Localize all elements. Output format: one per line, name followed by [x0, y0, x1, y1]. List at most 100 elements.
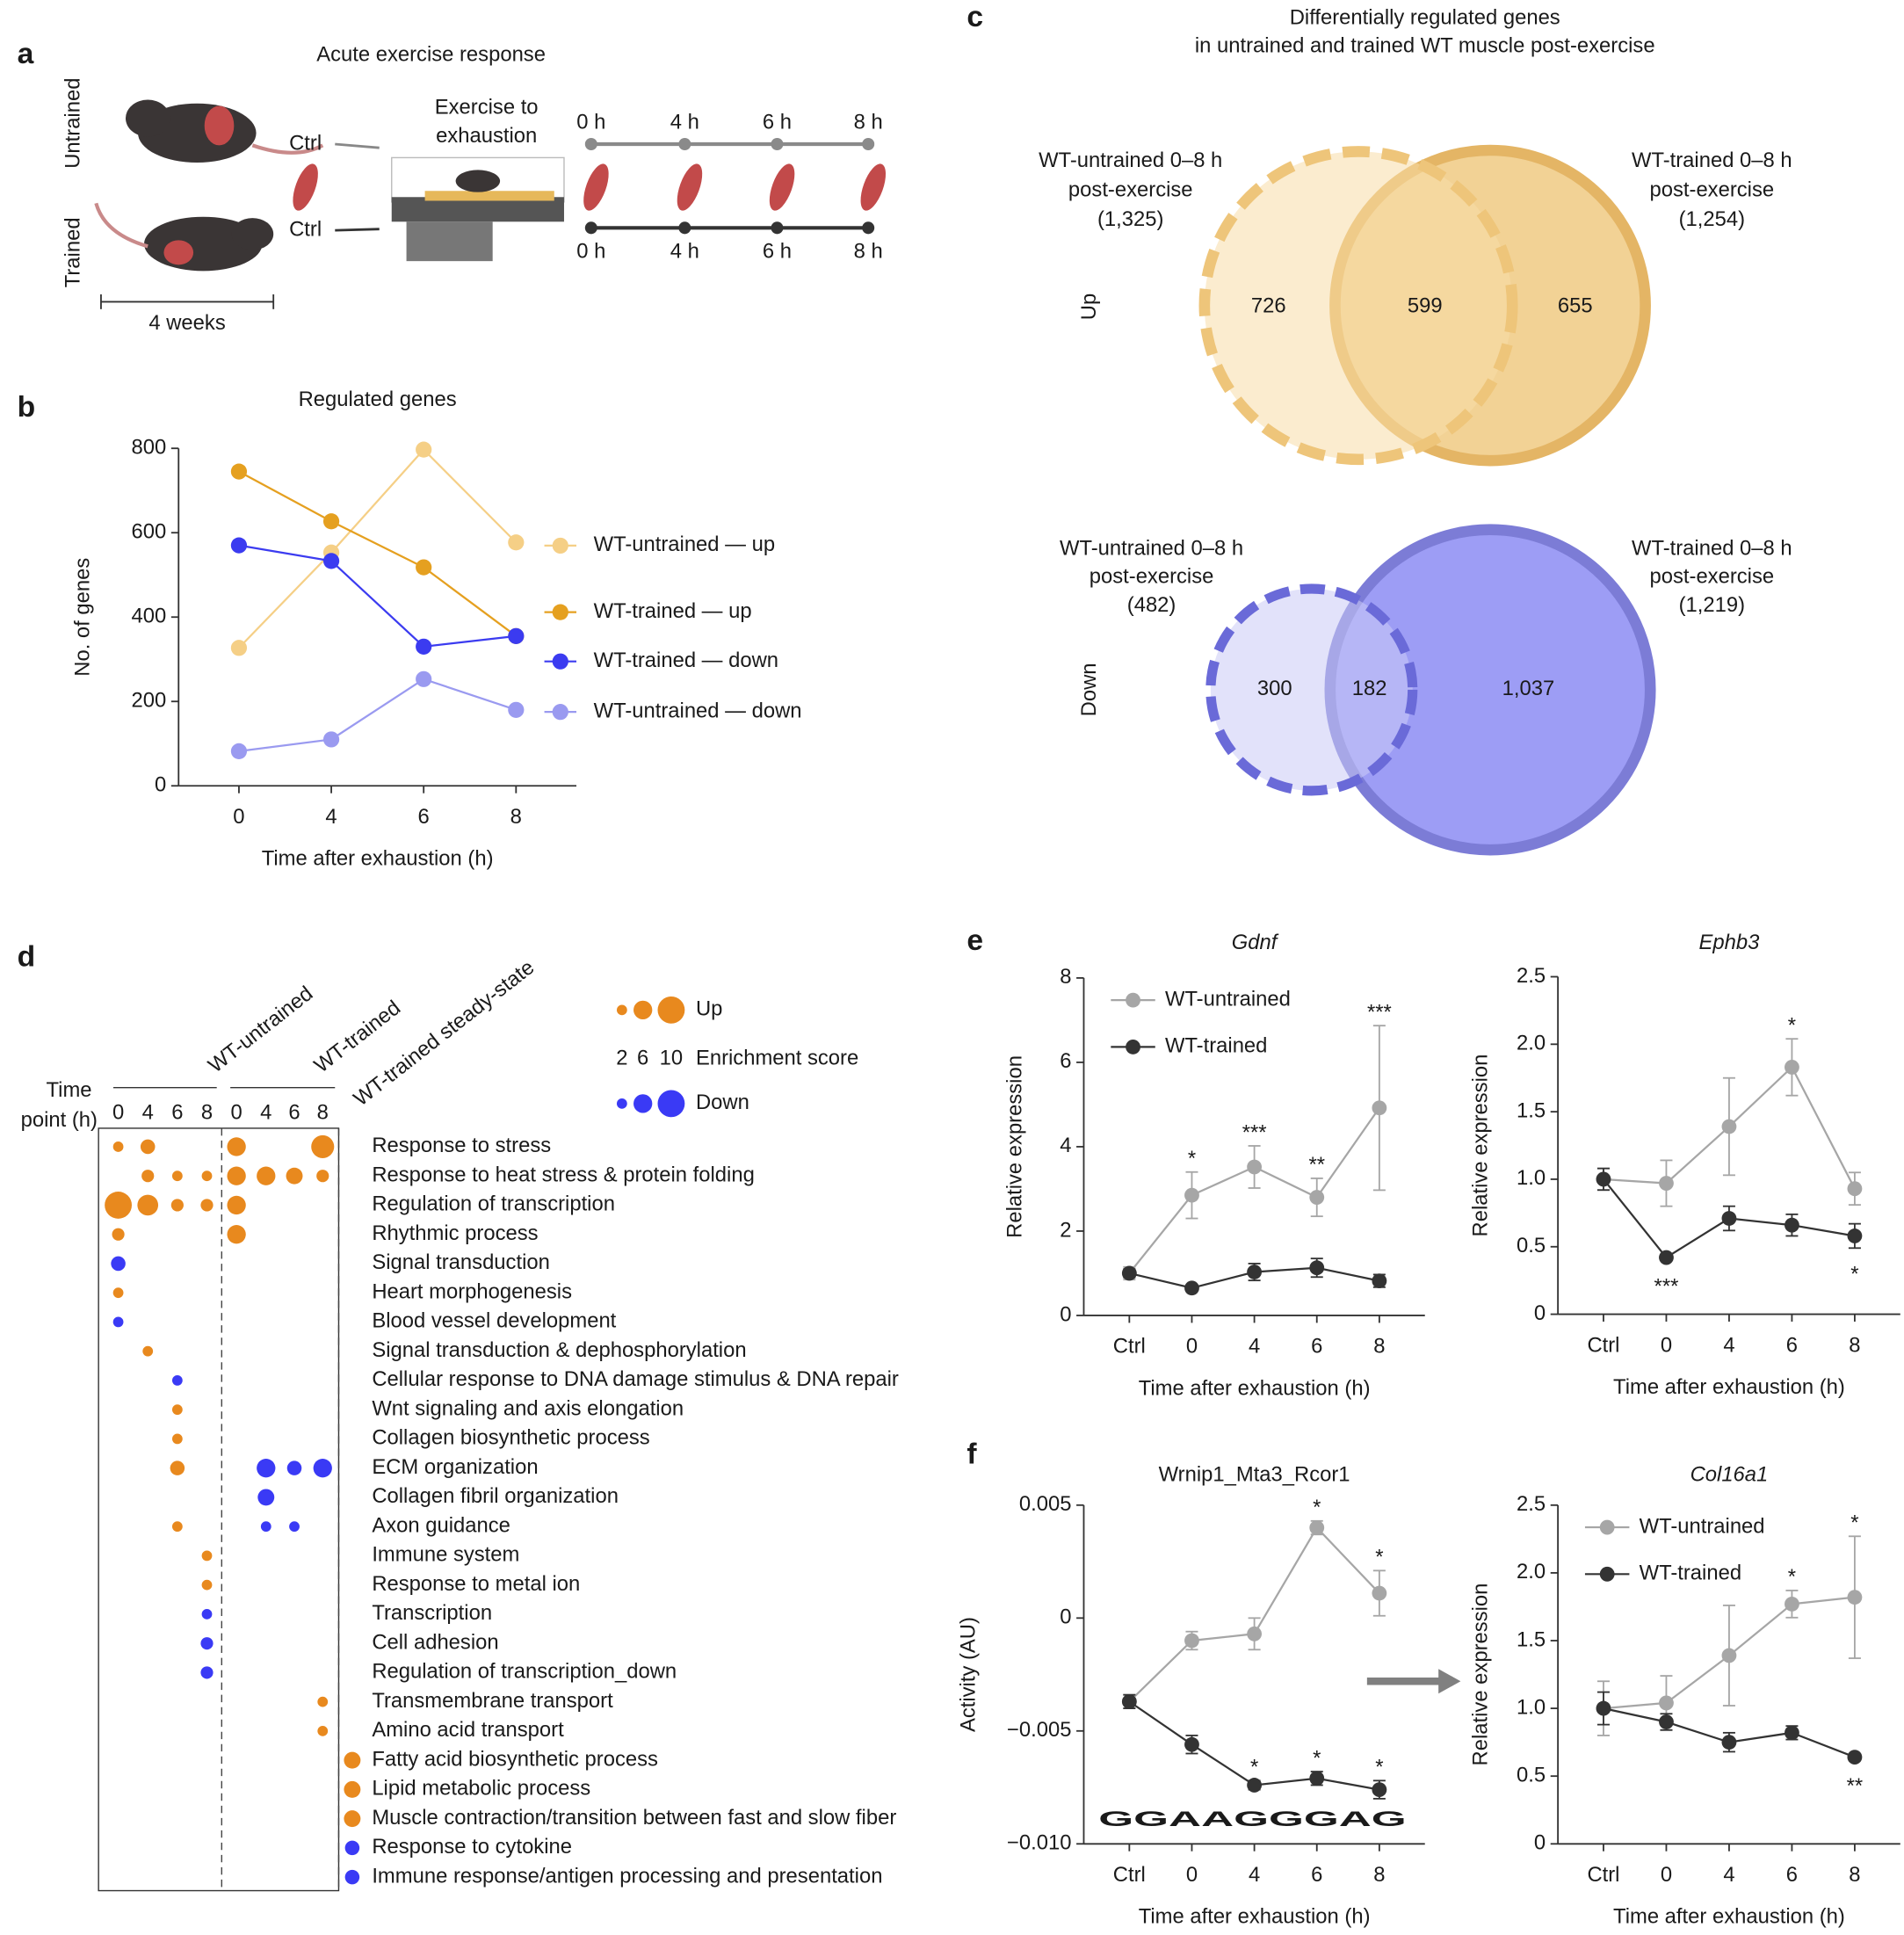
- dot: [171, 1375, 183, 1386]
- arrow: [335, 142, 380, 149]
- point: [1721, 1735, 1737, 1750]
- legend-label: Enrichment score: [696, 1047, 858, 1070]
- point: [1309, 1771, 1325, 1786]
- muscle: [583, 163, 609, 211]
- venn-title: in untrained and trained WT muscle post-…: [1195, 34, 1655, 58]
- venn-title: Differentially regulated genes: [1290, 5, 1560, 29]
- x-tick-label: 0: [1186, 1335, 1198, 1359]
- x-tick-label: Ctrl: [1113, 1335, 1146, 1359]
- term-label: Regulation of transcription: [372, 1192, 615, 1216]
- dot: [171, 1521, 183, 1533]
- motif-logo: GGAAGGGAG: [1098, 1808, 1406, 1831]
- significance: ***: [1654, 1274, 1679, 1298]
- significance: ***: [1367, 1000, 1392, 1024]
- point: [508, 627, 525, 644]
- venn-count: 1,037: [1502, 677, 1555, 700]
- panel-label: c: [966, 1, 983, 33]
- x-tick-label: 6: [1786, 1333, 1798, 1357]
- x-axis-label: Time after exhaustion (h): [262, 847, 494, 871]
- dot: [201, 1609, 213, 1620]
- legend-label: WT-untrained: [1640, 1514, 1765, 1538]
- point: [1659, 1176, 1674, 1191]
- point: [1247, 1265, 1263, 1279]
- legend-dot: [616, 1004, 627, 1016]
- legend-dot: [633, 1094, 653, 1113]
- y-tick-label: 0.005: [1019, 1492, 1072, 1516]
- dot: [227, 1137, 246, 1156]
- y-tick-label: 0: [1060, 1605, 1071, 1629]
- point: [1785, 1217, 1799, 1233]
- y-tick-label: 1.5: [1517, 1627, 1546, 1651]
- dot: [260, 1521, 271, 1533]
- significance: *: [1850, 1262, 1858, 1286]
- x-tick-label: 0: [1186, 1863, 1198, 1887]
- dot: [227, 1225, 246, 1244]
- dot: [227, 1195, 246, 1215]
- y-tick-label: −0.010: [1007, 1831, 1072, 1855]
- point: [1372, 1100, 1387, 1116]
- treadmill-base: [406, 221, 493, 262]
- x-tick-label: 4: [1723, 1863, 1734, 1887]
- dot: [289, 1521, 300, 1533]
- time-label: 4: [142, 1100, 154, 1124]
- x-axis-label: Time after exhaustion (h): [1613, 1375, 1845, 1399]
- dot: [142, 1345, 154, 1357]
- y-tick-label: 6: [1060, 1049, 1071, 1073]
- venn-shapes: [1198, 144, 1656, 856]
- venn-set-label: (1,325): [1097, 207, 1163, 231]
- significance: *: [1375, 1546, 1383, 1569]
- significance: *: [1313, 1496, 1321, 1519]
- point: [1309, 1260, 1325, 1276]
- term-label: Cell adhesion: [372, 1630, 498, 1654]
- dot: [200, 1199, 214, 1212]
- term-label: Response to stress: [372, 1134, 551, 1157]
- x-tick-label: 6: [1311, 1863, 1322, 1887]
- dot: [344, 1780, 361, 1798]
- venn-circle: [1198, 146, 1518, 466]
- dot: [112, 1287, 124, 1299]
- point: [1309, 1190, 1325, 1205]
- x-tick-label: 8: [1849, 1333, 1860, 1357]
- point: [1847, 1750, 1863, 1765]
- point: [1847, 1590, 1863, 1605]
- time-label: 8: [201, 1100, 213, 1124]
- y-axis-label: Relative expression: [1469, 1584, 1493, 1766]
- time-title: point (h): [21, 1108, 98, 1132]
- significance: *: [1850, 1511, 1858, 1535]
- mouse-muscle: [163, 240, 194, 265]
- point: [230, 640, 248, 656]
- term-label: ECM organization: [372, 1455, 538, 1479]
- chart-title: Col16a1: [1690, 1462, 1769, 1486]
- chart-title: Ephb3: [1699, 931, 1761, 954]
- y-tick-label: 4: [1060, 1134, 1071, 1157]
- treadmill-belt: [424, 191, 554, 201]
- y-tick-label: 2: [1060, 1218, 1071, 1242]
- term-label: Immune response/antigen processing and p…: [372, 1864, 882, 1888]
- point: [1184, 1633, 1199, 1649]
- timepoint: [584, 221, 597, 235]
- dot: [140, 1139, 156, 1155]
- venn-set-label: (1,219): [1679, 593, 1745, 617]
- time-label: 0 h: [576, 240, 605, 264]
- group-label: Trained: [61, 217, 84, 287]
- series-line: [238, 470, 517, 637]
- term-label: Heart morphogenesis: [372, 1279, 572, 1303]
- dot: [344, 1810, 361, 1828]
- term-label: Axon guidance: [372, 1513, 510, 1537]
- x-tick-label: 6: [1311, 1335, 1322, 1359]
- chart-title: Wrnip1_Mta3_Rcor1: [1159, 1462, 1350, 1486]
- term-label: Regulation of transcription_down: [372, 1660, 677, 1684]
- venn-count: 726: [1251, 294, 1286, 317]
- y-axis-label: Activity (AU): [956, 1617, 980, 1732]
- group-label: Untrained: [61, 78, 84, 169]
- time-label: 8 h: [854, 110, 883, 134]
- y-tick-label: 1.5: [1517, 1098, 1546, 1122]
- y-tick-label: 2.0: [1517, 1032, 1546, 1055]
- point: [1596, 1171, 1611, 1187]
- point: [1121, 1693, 1137, 1709]
- x-tick-label: 0: [233, 805, 244, 829]
- point: [1596, 1700, 1611, 1716]
- group-label: WT-untrained: [204, 982, 317, 1077]
- y-tick-label: 0.5: [1517, 1763, 1546, 1786]
- point: [1785, 1725, 1799, 1741]
